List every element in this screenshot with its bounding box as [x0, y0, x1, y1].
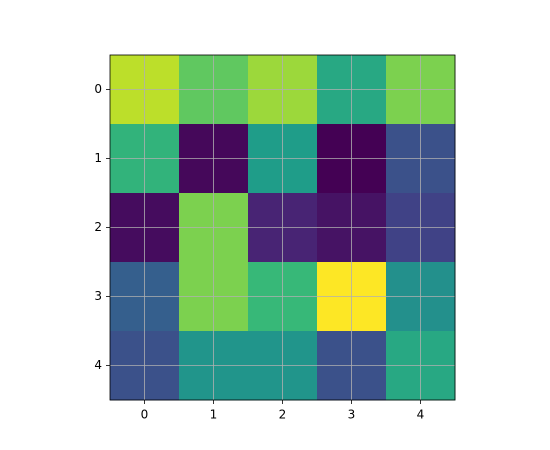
- y-tick-label: 2: [94, 220, 102, 234]
- y-tick-label: 1: [94, 151, 102, 165]
- x-tick-label: 0: [141, 408, 149, 422]
- y-tick-label: 3: [94, 289, 102, 303]
- y-tick-label: 0: [94, 82, 102, 96]
- x-tick-label: 3: [348, 408, 356, 422]
- axes-frame: [109, 54, 456, 401]
- x-tick-label: 2: [279, 408, 287, 422]
- y-tick-label: 4: [94, 358, 102, 372]
- x-tick-label: 4: [417, 408, 425, 422]
- x-tick-label: 1: [210, 408, 218, 422]
